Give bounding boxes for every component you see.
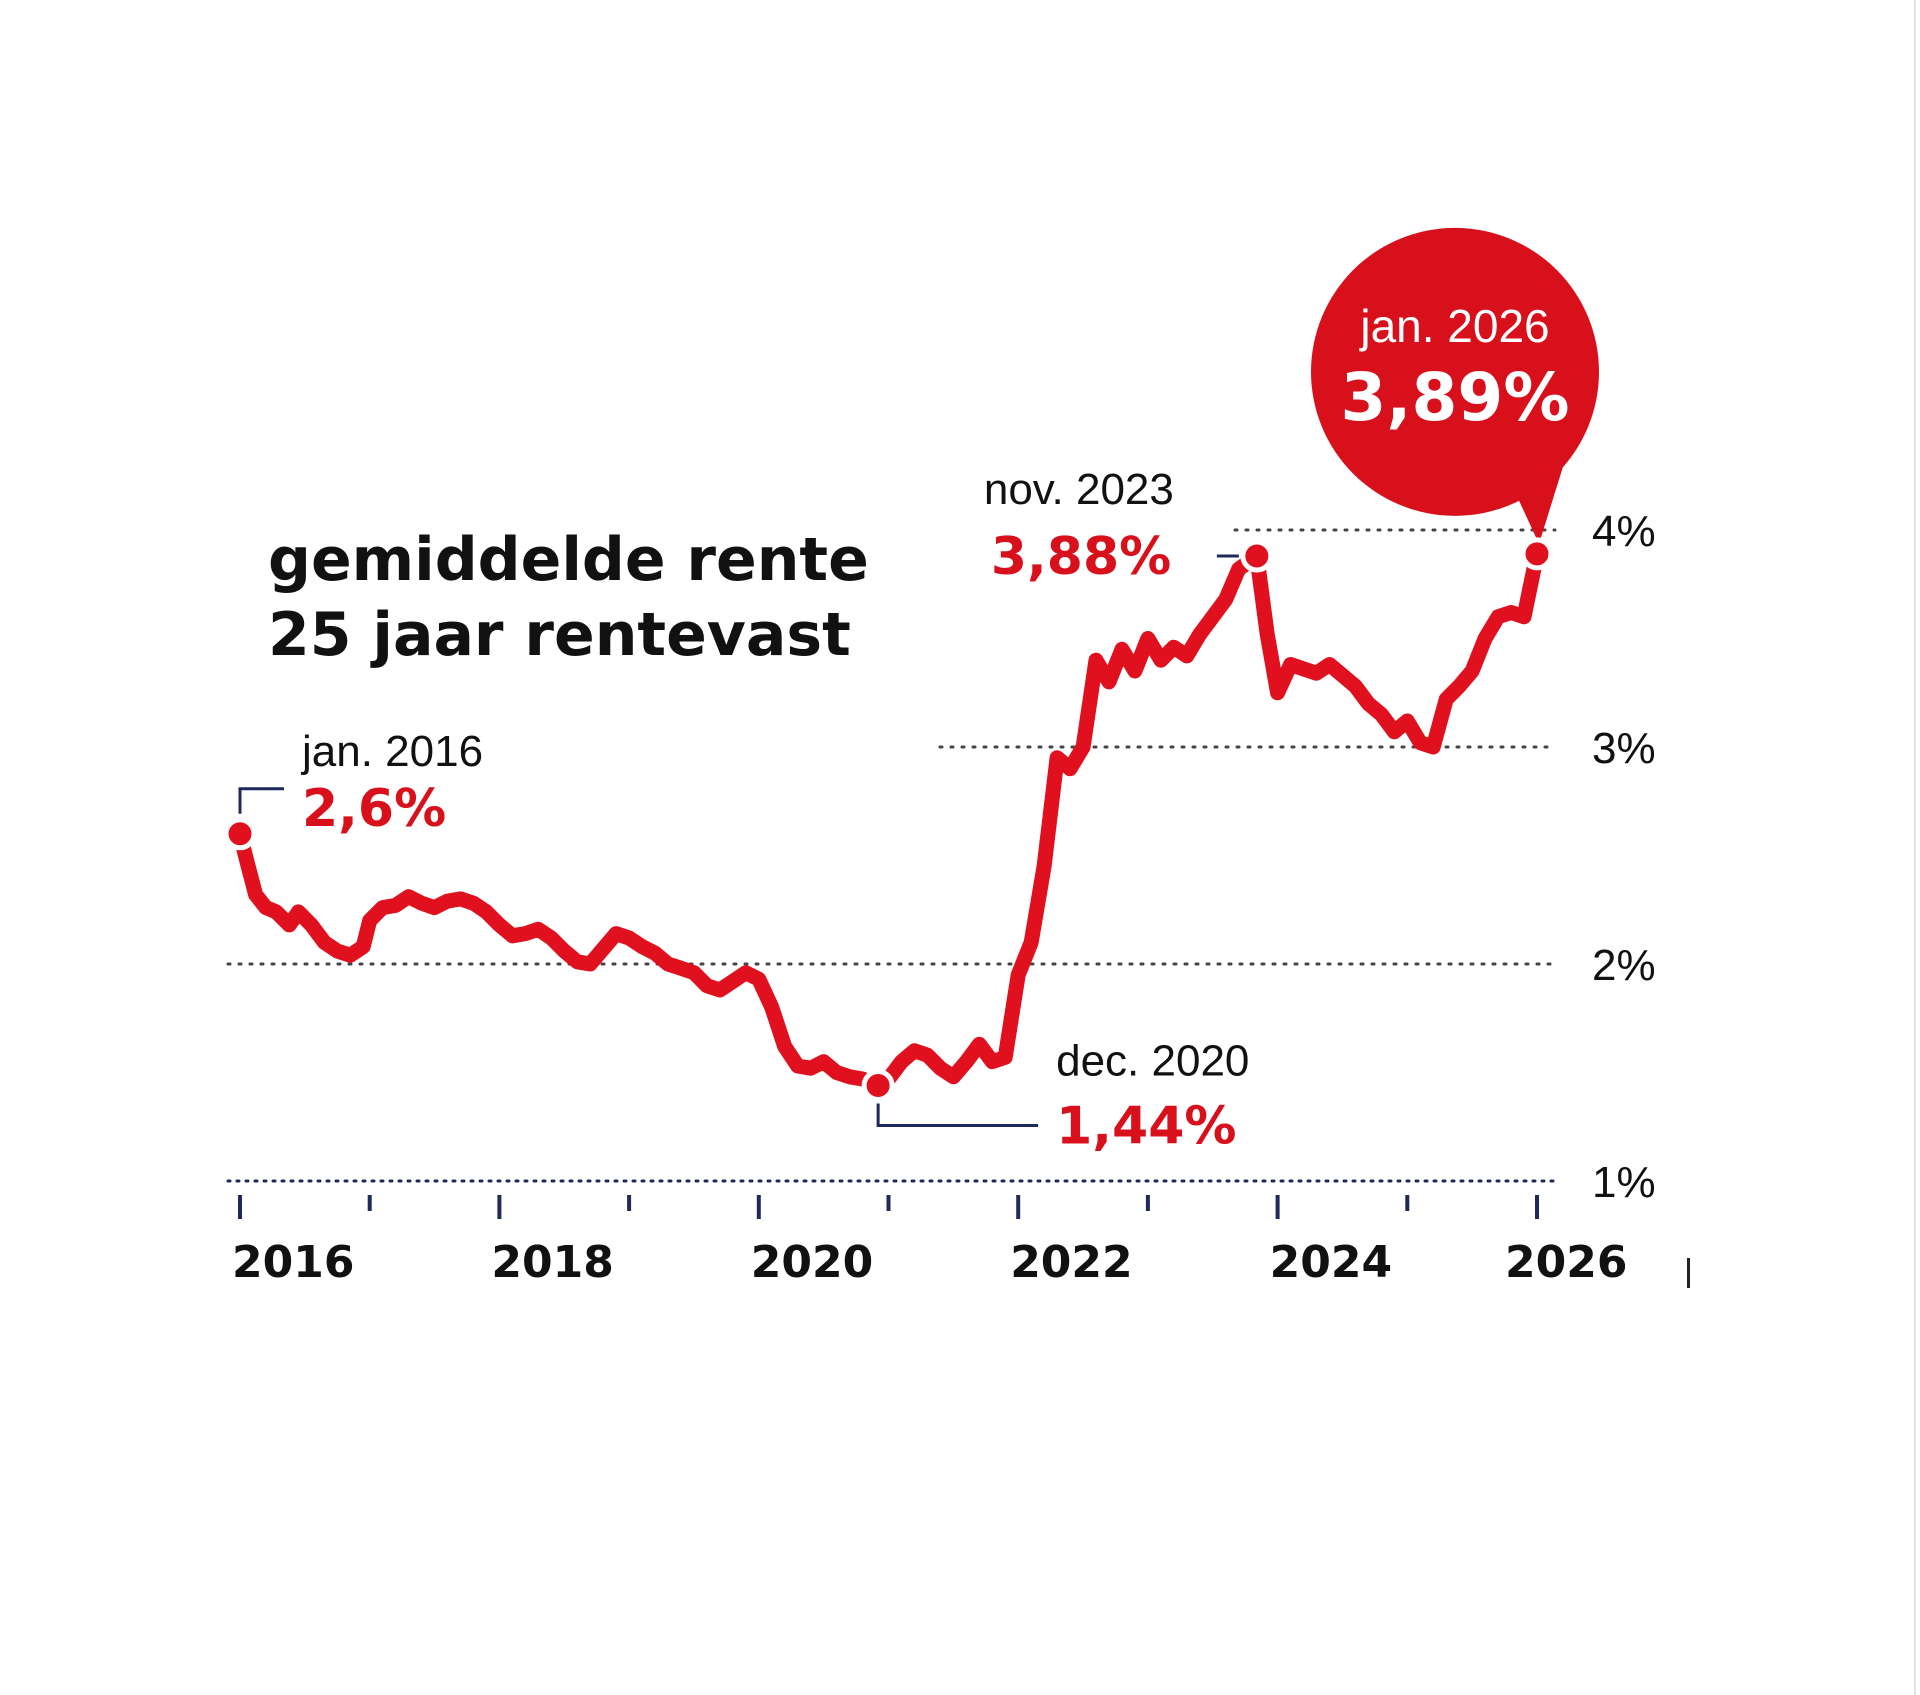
y-tick-label-1-percent: 1%: [1592, 1158, 1656, 1207]
y-tick-label-3-percent: 3%: [1592, 724, 1656, 773]
annotation-value-peak: 3,88%: [991, 527, 1171, 587]
annotation-value-latest: 3,89%: [1341, 359, 1570, 436]
x-tick-label-2020: 2020: [751, 1237, 873, 1288]
annotation-date-low: dec. 2020: [1056, 1037, 1249, 1086]
annotation-leader-start: [238, 787, 284, 814]
annotation-leader-low: [876, 1103, 1039, 1128]
annotation-date-start: jan. 2016: [300, 727, 483, 776]
page-edge-rule: [1914, 0, 1916, 1695]
y-tick-label-4-percent: 4%: [1592, 507, 1656, 556]
x-axis-ticks: [238, 1195, 1539, 1219]
point-marker-start: [223, 817, 257, 851]
x-tick-label-2018: 2018: [491, 1237, 613, 1288]
highlight-bubble: [1311, 227, 1599, 516]
x-tick-label-2022: 2022: [1010, 1237, 1132, 1288]
point-marker-peak: [1240, 539, 1274, 573]
x-tick-label-2026: 2026: [1505, 1237, 1627, 1288]
chart-title-line-2: 25 jaar rentevast: [268, 600, 851, 670]
annotation-date-peak: nov. 2023: [984, 465, 1174, 514]
text-cursor: [1687, 1258, 1690, 1288]
x-tick-label-2024: 2024: [1270, 1237, 1392, 1288]
point-marker-low: [861, 1069, 895, 1103]
chart-title-line-1: gemiddelde rente: [268, 525, 869, 595]
annotation-value-low: 1,44%: [1056, 1097, 1236, 1157]
annotation-date-latest: jan. 2026: [1358, 300, 1549, 352]
y-tick-label-2-percent: 2%: [1592, 941, 1656, 990]
annotation-value-start: 2,6%: [302, 779, 446, 839]
x-tick-label-2016: 2016: [232, 1237, 354, 1288]
point-marker-latest: [1520, 537, 1554, 571]
